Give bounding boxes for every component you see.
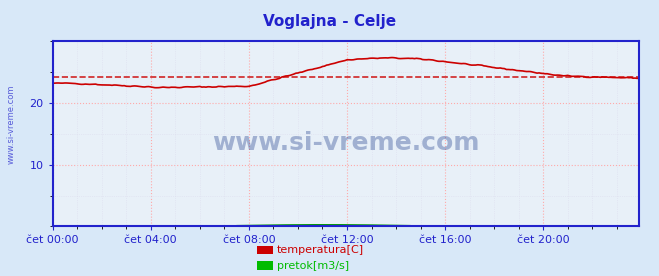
Text: Voglajna - Celje: Voglajna - Celje [263, 14, 396, 29]
Text: www.si-vreme.com: www.si-vreme.com [7, 84, 16, 164]
Text: www.si-vreme.com: www.si-vreme.com [212, 131, 480, 155]
Text: temperatura[C]: temperatura[C] [277, 245, 364, 255]
Text: pretok[m3/s]: pretok[m3/s] [277, 261, 349, 270]
